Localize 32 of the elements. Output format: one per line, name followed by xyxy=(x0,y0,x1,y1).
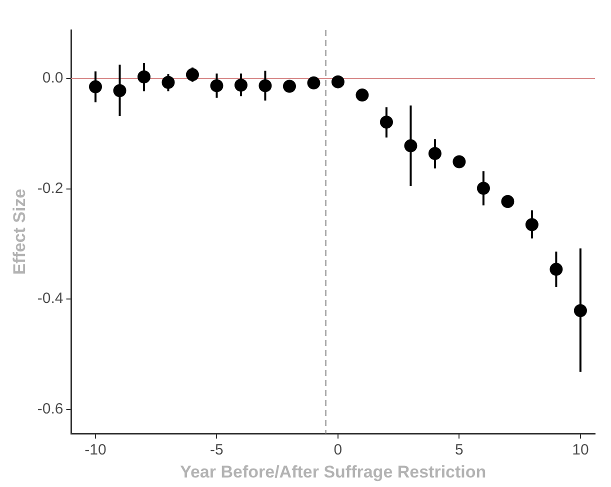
point xyxy=(186,68,199,82)
point xyxy=(380,116,393,129)
x-tick-label: -10 xyxy=(84,442,106,459)
x-tick-label: 5 xyxy=(455,442,464,459)
x-tick-label: 10 xyxy=(572,442,589,459)
point xyxy=(162,76,175,89)
y-tick-label: -0.6 xyxy=(37,400,64,418)
point xyxy=(476,182,490,195)
point xyxy=(113,84,126,98)
y-axis-title: Effect Size xyxy=(10,188,29,275)
point xyxy=(356,88,369,102)
point xyxy=(307,76,320,90)
point xyxy=(88,80,102,94)
point xyxy=(574,304,587,318)
point xyxy=(428,147,442,160)
point xyxy=(282,80,296,93)
point xyxy=(404,139,418,152)
point xyxy=(501,194,514,208)
point xyxy=(550,262,563,276)
point xyxy=(331,75,344,88)
point xyxy=(137,70,150,84)
point xyxy=(525,218,538,232)
point xyxy=(258,79,272,92)
y-tick-label: -0.4 xyxy=(37,290,64,308)
y-tick-label: -0.2 xyxy=(37,180,64,197)
point xyxy=(210,79,224,92)
x-axis-title: Year Before/After Suffrage Restriction xyxy=(180,462,486,482)
point xyxy=(234,78,248,92)
x-tick-label: -5 xyxy=(210,442,224,459)
point xyxy=(452,155,466,168)
x-tick-label: 0 xyxy=(334,442,342,459)
y-tick-label: 0.0 xyxy=(42,70,64,87)
